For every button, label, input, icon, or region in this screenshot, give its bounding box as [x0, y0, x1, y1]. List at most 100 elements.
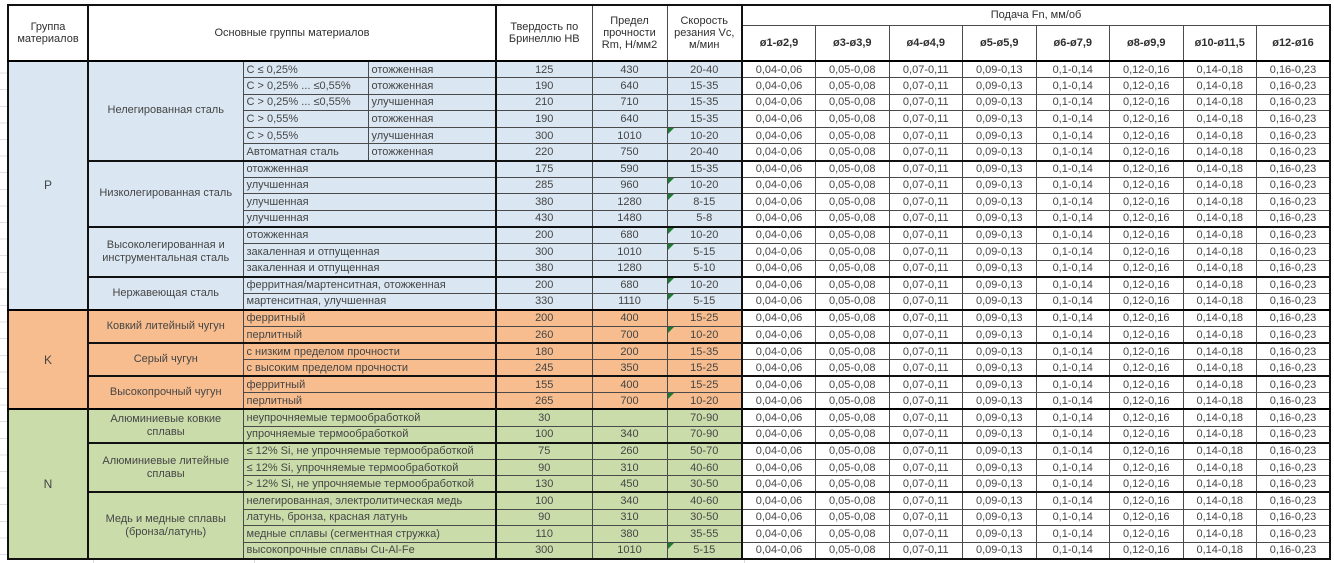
feed-value-cell[interactable]: 0,04-0,06 [741, 441, 816, 460]
strength-cell[interactable] [591, 408, 668, 427]
feed-value-cell[interactable]: 0,16-0,23 [1256, 508, 1331, 527]
feed-value-cell[interactable]: 0,05-0,08 [815, 143, 890, 162]
feed-value-cell[interactable]: 0,12-0,16 [1109, 159, 1184, 178]
feed-value-cell[interactable]: 0,16-0,23 [1256, 408, 1331, 427]
cutting-speed-cell[interactable]: 15-25 [666, 308, 743, 327]
feed-value-cell[interactable]: 0,04-0,06 [741, 491, 816, 510]
feed-value-cell[interactable]: 0,14-0,18 [1182, 259, 1257, 278]
feed-value-cell[interactable]: 0,14-0,18 [1182, 77, 1257, 95]
feed-value-cell[interactable]: 0,09-0,13 [962, 475, 1037, 493]
material-state-cell[interactable]: отожженная [367, 60, 497, 79]
feed-value-cell[interactable]: 0,16-0,23 [1256, 143, 1331, 162]
cutting-speed-cell[interactable]: 15-35 [666, 110, 743, 128]
hardness-cell[interactable]: 300 [495, 126, 593, 145]
feed-value-cell[interactable]: 0,16-0,23 [1256, 326, 1331, 344]
feed-value-cell[interactable]: 0,14-0,18 [1182, 225, 1257, 245]
material-label-cell[interactable]: неупрочняемые термообработкой [242, 408, 497, 427]
feed-value-cell[interactable]: 0,12-0,16 [1109, 126, 1184, 145]
cutting-speed-cell[interactable]: 40-60 [666, 491, 743, 510]
feed-value-cell[interactable]: 0,12-0,16 [1109, 525, 1184, 543]
cutting-speed-cell[interactable]: 15-35 [666, 77, 743, 95]
feed-value-cell[interactable]: 0,09-0,13 [962, 159, 1037, 178]
feed-value-cell[interactable]: 0,04-0,06 [741, 392, 816, 410]
feed-value-cell[interactable]: 0,12-0,16 [1109, 259, 1184, 278]
subgroup-name-cell[interactable]: Ковкий литейный чугун [87, 308, 244, 344]
hardness-cell[interactable]: 430 [495, 209, 593, 228]
material-label-cell[interactable]: ферритная/мартенситная, отожженная [242, 275, 497, 294]
feed-value-cell[interactable]: 0,12-0,16 [1109, 508, 1184, 527]
feed-value-cell[interactable]: 0,04-0,06 [741, 225, 816, 245]
feed-value-cell[interactable]: 0,16-0,23 [1256, 525, 1331, 543]
hardness-cell[interactable]: 155 [495, 375, 593, 394]
feed-value-cell[interactable]: 0,14-0,18 [1182, 525, 1257, 543]
feed-value-cell[interactable]: 0,16-0,23 [1256, 541, 1331, 560]
hardness-cell[interactable]: 300 [495, 541, 593, 560]
header-brinell-hardness[interactable]: Твердость по Бринеллю HB [495, 4, 593, 62]
feed-value-cell[interactable]: 0,04-0,06 [741, 159, 816, 178]
material-state-cell[interactable]: отожженная [367, 110, 497, 128]
feed-value-cell[interactable]: 0,12-0,16 [1109, 441, 1184, 460]
feed-value-cell[interactable]: 0,05-0,08 [815, 441, 890, 460]
feed-value-cell[interactable]: 0,1-0,14 [1035, 143, 1110, 162]
feed-value-cell[interactable]: 0,09-0,13 [962, 93, 1037, 112]
feed-value-cell[interactable]: 0,1-0,14 [1035, 392, 1110, 410]
feed-value-cell[interactable]: 0,1-0,14 [1035, 176, 1110, 195]
feed-value-cell[interactable]: 0,16-0,23 [1256, 441, 1331, 460]
feed-value-cell[interactable]: 0,04-0,06 [741, 77, 816, 95]
subgroup-name-cell[interactable]: Низколегированная сталь [87, 159, 244, 228]
cutting-speed-cell[interactable]: 5-15 [666, 243, 743, 261]
cutting-speed-cell[interactable]: 50-70 [666, 441, 743, 460]
header-feed-diameter[interactable]: ø6-ø7,9 [1035, 24, 1110, 62]
feed-value-cell[interactable]: 0,04-0,06 [741, 60, 816, 79]
feed-value-cell[interactable]: 0,1-0,14 [1035, 308, 1110, 327]
feed-value-cell[interactable]: 0,1-0,14 [1035, 342, 1110, 361]
feed-value-cell[interactable]: 0,14-0,18 [1182, 326, 1257, 344]
strength-cell[interactable]: 430 [591, 60, 668, 79]
feed-value-cell[interactable]: 0,07-0,11 [888, 425, 963, 444]
feed-value-cell[interactable]: 0,12-0,16 [1109, 458, 1184, 477]
material-label-cell[interactable]: улучшенная [242, 209, 497, 228]
hardness-cell[interactable]: 90 [495, 458, 593, 477]
feed-value-cell[interactable]: 0,05-0,08 [815, 243, 890, 261]
feed-value-cell[interactable]: 0,12-0,16 [1109, 60, 1184, 79]
feed-value-cell[interactable]: 0,1-0,14 [1035, 541, 1110, 560]
feed-value-cell[interactable]: 0,05-0,08 [815, 93, 890, 112]
feed-value-cell[interactable]: 0,16-0,23 [1256, 475, 1331, 493]
cutting-speed-cell[interactable]: 10-20 [666, 126, 743, 145]
material-label-cell[interactable]: закаленная и отпущенная [242, 259, 497, 278]
strength-cell[interactable]: 1010 [591, 541, 668, 560]
feed-value-cell[interactable]: 0,05-0,08 [815, 176, 890, 195]
feed-value-cell[interactable]: 0,12-0,16 [1109, 275, 1184, 294]
cutting-speed-cell[interactable]: 35-55 [666, 525, 743, 543]
hardness-cell[interactable]: 100 [495, 425, 593, 444]
feed-value-cell[interactable]: 0,16-0,23 [1256, 110, 1331, 128]
material-label-cell[interactable]: перлитный [242, 326, 497, 344]
feed-value-cell[interactable]: 0,16-0,23 [1256, 392, 1331, 410]
cutting-speed-cell[interactable]: 8-15 [666, 193, 743, 211]
cutting-speed-cell[interactable]: 30-50 [666, 508, 743, 527]
feed-value-cell[interactable]: 0,14-0,18 [1182, 491, 1257, 510]
material-label-cell[interactable]: улучшенная [242, 193, 497, 211]
strength-cell[interactable]: 1010 [591, 126, 668, 145]
feed-value-cell[interactable]: 0,07-0,11 [888, 77, 963, 95]
feed-value-cell[interactable]: 0,14-0,18 [1182, 292, 1257, 311]
feed-value-cell[interactable]: 0,1-0,14 [1035, 425, 1110, 444]
hardness-cell[interactable]: 180 [495, 342, 593, 361]
feed-value-cell[interactable]: 0,09-0,13 [962, 60, 1037, 79]
strength-cell[interactable]: 1280 [591, 259, 668, 278]
feed-value-cell[interactable]: 0,09-0,13 [962, 491, 1037, 510]
feed-value-cell[interactable]: 0,04-0,06 [741, 209, 816, 228]
hardness-cell[interactable]: 300 [495, 243, 593, 261]
feed-value-cell[interactable]: 0,14-0,18 [1182, 458, 1257, 477]
feed-value-cell[interactable]: 0,09-0,13 [962, 392, 1037, 410]
feed-value-cell[interactable]: 0,14-0,18 [1182, 359, 1257, 377]
feed-value-cell[interactable]: 0,09-0,13 [962, 193, 1037, 211]
cutting-speed-cell[interactable]: 15-25 [666, 359, 743, 377]
material-label-cell[interactable]: ≤ 12% Si, не упрочняемые термообработкой [242, 441, 497, 460]
hardness-cell[interactable]: 200 [495, 275, 593, 294]
cutting-speed-cell[interactable]: 15-35 [666, 159, 743, 178]
feed-value-cell[interactable]: 0,14-0,18 [1182, 159, 1257, 178]
strength-cell[interactable]: 400 [591, 375, 668, 394]
feed-value-cell[interactable]: 0,1-0,14 [1035, 408, 1110, 427]
feed-value-cell[interactable]: 0,09-0,13 [962, 243, 1037, 261]
